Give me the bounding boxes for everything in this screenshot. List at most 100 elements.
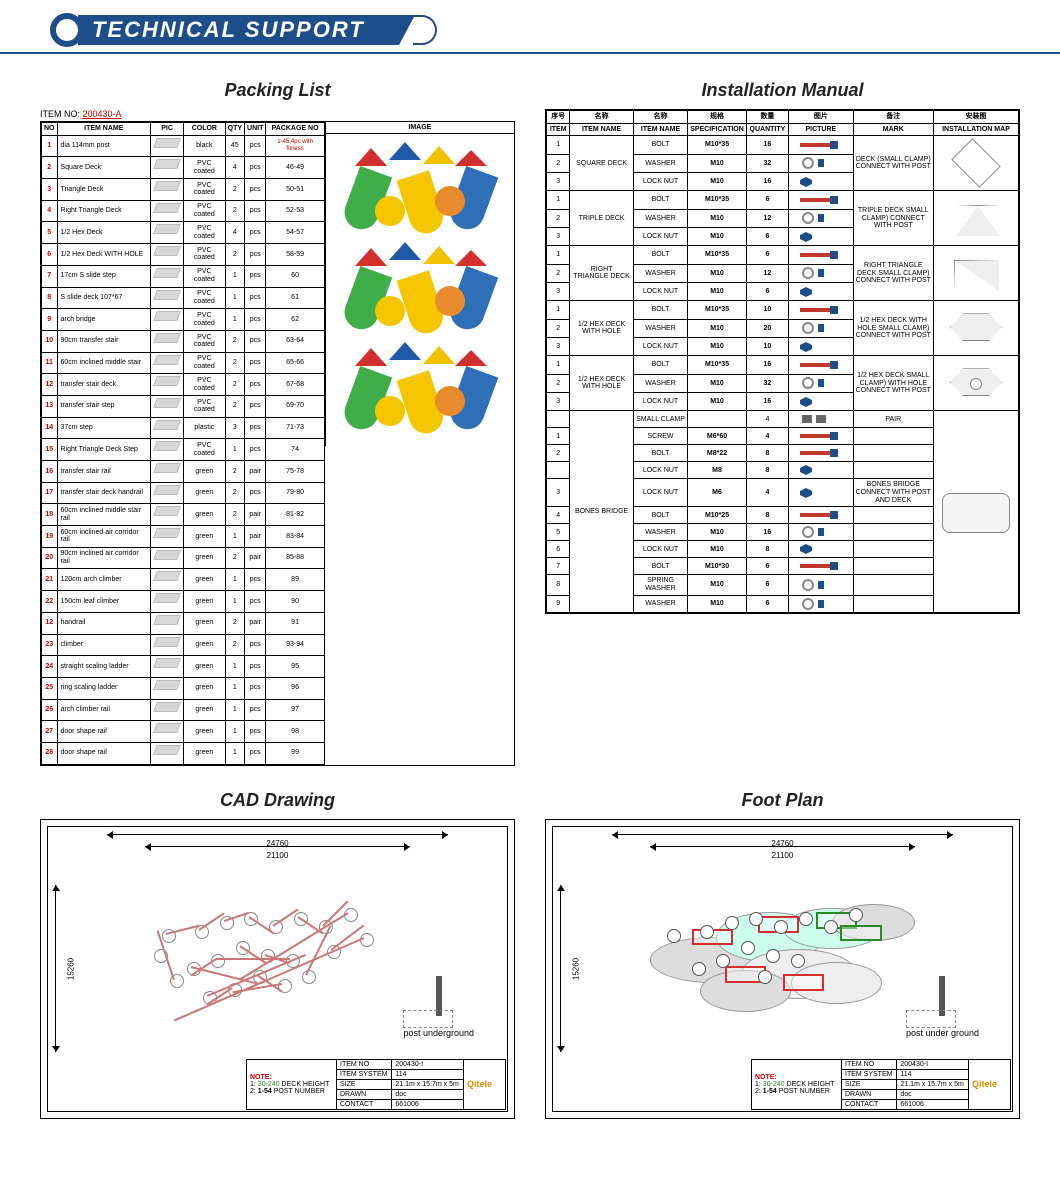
inst-header-cn: 图片 (789, 111, 854, 124)
cad-post-detail: post underground (403, 976, 474, 1038)
item-no-label: ITEM NO: 200430-A (40, 109, 515, 119)
cad-node (302, 970, 316, 984)
packing-row: 22150cm leaf climbergreen1pcs90 (42, 591, 325, 613)
cad-link (216, 958, 290, 960)
installation-title: Installation Manual (545, 80, 1020, 101)
packing-row: 27door shape railgreen1pcs98 (42, 721, 325, 743)
footplan-title: Foot Plan (545, 790, 1020, 811)
packing-row: 1dia 114mm postblack45pcs1-45,4pc with f… (42, 135, 325, 157)
inst-header-cn: 备注 (853, 111, 933, 124)
footplan-dim-width: 24760 (612, 834, 953, 835)
footplan-post-detail: post under ground (906, 976, 979, 1038)
packing-row: 15Right Triangle Deck StepPVC coated1pcs… (42, 439, 325, 461)
packing-image-column: IMAGE (325, 122, 514, 446)
packing-row: 28door shape railgreen1pcs99 (42, 742, 325, 764)
inst-header-en: INSTALLATION MAP (933, 123, 1018, 136)
playground-render (345, 340, 495, 440)
inst-row: 11/2 HEX DECK WITH HOLEBOLTM10*3510 1/2 … (547, 301, 1019, 319)
packing-row: 24straight scaling laddergreen1pcs95 (42, 656, 325, 678)
packing-row: 26arch climber railgreen1pcs97 (42, 699, 325, 721)
packing-row: 4Right Triangle DeckPVC coated2pcs52-53 (42, 200, 325, 222)
inst-header-en: PICTURE (789, 123, 854, 136)
inst-header-en: ITEM NAME (570, 123, 633, 136)
inst-header-cn: 序号 (547, 111, 570, 124)
inst-row: BONES BRIDGE SMALL CLAMP4 PAIR (547, 411, 1019, 428)
inst-row: 11/2 HEX DECK WITH HOLEBOLTM10*3516 1/2 … (547, 356, 1019, 374)
packing-col-header: QTY (225, 123, 244, 136)
packing-table: NOITEM NAMEPICCOLORQTYUNITPACKAGE NO 1di… (41, 122, 325, 765)
banner-underline (0, 52, 1060, 54)
packing-row: 61/2 Hex Deck WITH HOLEPVC coated2pcs58-… (42, 244, 325, 266)
cad-title: CAD Drawing (40, 790, 515, 811)
inst-header-en: MARK (853, 123, 933, 136)
item-no-value: 200430-A (83, 109, 122, 119)
cad-section: CAD Drawing 24760 21100 15260 post under… (40, 790, 515, 1119)
inst-row: 1SQUARE DECKBOLTM10*3516 DECK (SMALL CLA… (547, 136, 1019, 154)
footplan-title-block: NOTE: 1: 30-240 DECK HEIGHT 2: 1-54 POST… (751, 1059, 1011, 1110)
footplan-node (791, 954, 805, 968)
footplan-node (692, 962, 706, 976)
inst-header-cn: 规格 (688, 111, 747, 124)
installation-panel: 序号名称名称规格数量图片备注安装图 ITEMITEM NAMEITEM NAME… (545, 109, 1020, 614)
packing-row: 9arch bridgePVC coated1pcs62 (42, 309, 325, 331)
inst-header-en: SPECIFICATION (688, 123, 747, 136)
footplan-dim-inner: 21100 (650, 846, 915, 847)
cad-dim-width: 24760 (107, 834, 448, 835)
inst-header-cn: 名称 (570, 111, 633, 124)
inst-header-cn: 数量 (746, 111, 788, 124)
inst-header-en: QUANTITY (746, 123, 788, 136)
playground-render (345, 240, 495, 340)
item-no-prefix: ITEM NO: (40, 109, 80, 119)
packing-row: 13transfer stair stepPVC coated2pcs69-70 (42, 395, 325, 417)
playground-render (345, 140, 495, 240)
packing-row: 12transfer stair deckPVC coated2pcs67-68 (42, 374, 325, 396)
banner-arc-icon (413, 15, 437, 45)
packing-row: 1160cm inclined middle stairPVC coated2p… (42, 352, 325, 374)
inst-header-cn: 名称 (633, 111, 687, 124)
packing-col-header: PACKAGE NO (266, 123, 324, 136)
footplan-node (849, 908, 863, 922)
footplan-panel: 24760 21100 15260 post under ground NOTE… (545, 819, 1020, 1119)
packing-list-title: Packing List (40, 80, 515, 101)
banner-title: TECHNICAL SUPPORT (78, 15, 393, 45)
footplan-accent (783, 974, 824, 991)
packing-col-header: ITEM NAME (57, 123, 151, 136)
banner-circle-icon (50, 13, 84, 47)
packing-row: 25ring scaling laddergreen1pcs96 (42, 677, 325, 699)
footplan-section: Foot Plan 24760 21100 15260 post under g… (545, 790, 1020, 1119)
packing-row: 17transfer stair deck handrailgreen2pcs7… (42, 482, 325, 504)
cad-dim-height: 15260 (55, 885, 56, 1052)
inst-header-en: ITEM (547, 123, 570, 136)
header-banner: TECHNICAL SUPPORT (50, 10, 1060, 50)
cad-dim-inner: 21100 (145, 846, 410, 847)
packing-row: 1090cm transfer stairPVC coated2pcs63-64 (42, 330, 325, 352)
packing-row: 51/2 Hex DeckPVC coated4pcs54-57 (42, 222, 325, 244)
packing-row: 1860cm inclined middle stair railgreen2p… (42, 504, 325, 526)
packing-row: 12handrailgreen2pair91 (42, 612, 325, 634)
packing-col-header: PIC (151, 123, 184, 136)
footplan-node (700, 925, 714, 939)
footplan-node (799, 912, 813, 926)
packing-row: 8S slide deck 107*67PVC coated1pcs61 (42, 287, 325, 309)
inst-header-en: ITEM NAME (633, 123, 687, 136)
packing-image-header: IMAGE (326, 122, 514, 134)
cad-post-label: post underground (403, 1028, 474, 1038)
footplan-node (667, 929, 681, 943)
packing-list-section: Packing List ITEM NO: 200430-A NOITEM NA… (40, 80, 515, 766)
cad-title-block: NOTE: 1: 30-240 DECK HEIGHT 2: 1-54 POST… (246, 1059, 506, 1110)
footplan-accent (840, 925, 881, 942)
footplan-node (758, 970, 772, 984)
inst-header-cn: 安装图 (933, 111, 1018, 124)
packing-row: 1437cm stepplastic3pcs71-73 (42, 417, 325, 439)
footplan-dim-height: 15260 (560, 885, 561, 1052)
packing-col-header: NO (42, 123, 58, 136)
packing-row: 1960cm inclined air corridor railgreen1p… (42, 526, 325, 548)
packing-row: 16transfer stair railgreen2pair75-78 (42, 461, 325, 483)
footplan-post-label: post under ground (906, 1028, 979, 1038)
packing-col-header: COLOR (184, 123, 226, 136)
packing-row: 717cm S slide stepPVC coated1pcs60 (42, 265, 325, 287)
packing-row: 21120cm arch climbergreen1pcs89 (42, 569, 325, 591)
packing-panel: NOITEM NAMEPICCOLORQTYUNITPACKAGE NO 1di… (40, 121, 515, 766)
installation-section: Installation Manual 序号名称名称规格数量图片备注安装图 IT… (545, 80, 1020, 766)
packing-row: 2090cm inclined air corridor railgreen2p… (42, 547, 325, 569)
